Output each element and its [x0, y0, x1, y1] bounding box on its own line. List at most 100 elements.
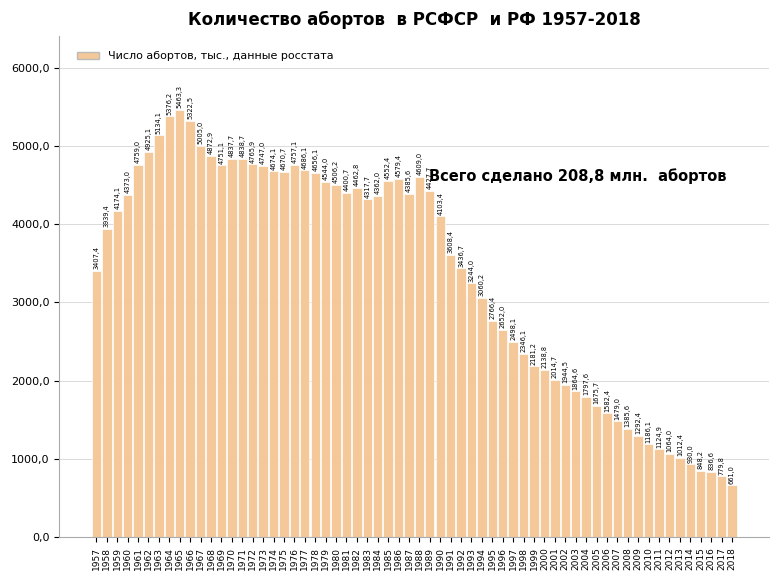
Bar [435, 216, 445, 537]
Bar [123, 195, 133, 537]
Bar [686, 464, 695, 537]
Text: 4385,6: 4385,6 [406, 169, 412, 192]
Text: 3060,2: 3060,2 [479, 273, 485, 296]
Bar [540, 370, 549, 537]
Text: 1012,4: 1012,4 [677, 433, 682, 457]
Text: 4925,1: 4925,1 [146, 127, 151, 150]
Bar [154, 135, 164, 537]
Bar [269, 171, 278, 537]
Bar [446, 255, 456, 537]
Text: 3436,7: 3436,7 [458, 243, 464, 267]
Bar [363, 199, 372, 537]
Bar [498, 329, 508, 537]
Bar [300, 170, 310, 537]
Bar [102, 229, 112, 537]
Text: 1864,6: 1864,6 [573, 367, 579, 390]
Text: 3244,0: 3244,0 [469, 259, 474, 282]
Bar [654, 449, 664, 537]
Text: 661,0: 661,0 [729, 465, 735, 484]
Bar [342, 193, 351, 537]
Bar [384, 181, 393, 537]
Bar [612, 421, 622, 537]
Text: 2138,8: 2138,8 [541, 345, 548, 368]
Text: 4656,1: 4656,1 [312, 148, 318, 171]
Text: 5376,2: 5376,2 [166, 92, 172, 115]
Text: 4579,4: 4579,4 [395, 154, 402, 177]
Bar [466, 284, 476, 537]
Bar [165, 116, 174, 537]
Text: 4317,7: 4317,7 [364, 175, 370, 198]
Bar [727, 486, 736, 537]
Text: 3407,4: 3407,4 [94, 246, 99, 269]
Bar [675, 458, 685, 537]
Title: Количество абортов  в РСФСР  и РФ 1957-2018: Количество абортов в РСФСР и РФ 1957-201… [188, 11, 640, 29]
Bar [279, 172, 289, 537]
Bar [623, 429, 633, 537]
Bar [175, 110, 184, 537]
Text: 1797,6: 1797,6 [583, 372, 589, 395]
Bar [519, 354, 528, 537]
Bar [550, 379, 559, 537]
Text: 5322,5: 5322,5 [187, 96, 193, 119]
Bar [133, 165, 143, 537]
Bar [321, 182, 330, 537]
Bar [488, 321, 497, 537]
Text: 2346,1: 2346,1 [520, 329, 526, 352]
Text: 1582,4: 1582,4 [604, 389, 610, 412]
Bar [530, 367, 539, 537]
Text: 4552,4: 4552,4 [385, 156, 391, 180]
Text: 4544,0: 4544,0 [323, 157, 328, 180]
Text: 4362,0: 4362,0 [374, 171, 381, 194]
Text: 1292,4: 1292,4 [635, 411, 641, 435]
Bar [394, 179, 403, 537]
Text: 4174,1: 4174,1 [114, 186, 120, 209]
Text: 4609,0: 4609,0 [417, 152, 423, 175]
Bar [707, 472, 716, 537]
Text: 5134,1: 5134,1 [156, 111, 162, 134]
Bar [310, 173, 320, 537]
Text: 5005,0: 5005,0 [197, 121, 204, 144]
Text: 4400,7: 4400,7 [343, 168, 349, 191]
Text: 1479,0: 1479,0 [615, 397, 620, 420]
Bar [717, 476, 726, 537]
Text: 4462,8: 4462,8 [354, 163, 360, 187]
Text: 3939,4: 3939,4 [104, 205, 110, 227]
Text: 4757,1: 4757,1 [292, 140, 297, 163]
Bar [144, 152, 153, 537]
Text: 1186,1: 1186,1 [646, 420, 651, 443]
Bar [238, 159, 247, 537]
Bar [227, 159, 236, 537]
Bar [561, 385, 570, 537]
Text: 4765,9: 4765,9 [250, 139, 256, 163]
Bar [332, 185, 341, 537]
Text: 2014,7: 2014,7 [551, 355, 558, 378]
Bar [633, 436, 643, 537]
Bar [644, 444, 654, 537]
Bar [696, 471, 705, 537]
Text: 4506,2: 4506,2 [333, 160, 339, 183]
Bar [477, 297, 487, 537]
Text: 2652,0: 2652,0 [500, 305, 505, 328]
Bar [415, 177, 424, 537]
Bar [186, 121, 195, 537]
Text: 4759,0: 4759,0 [135, 140, 141, 163]
Bar [581, 396, 590, 537]
Text: 1064,0: 1064,0 [666, 429, 672, 453]
Bar [571, 391, 580, 537]
Text: 4837,7: 4837,7 [229, 134, 235, 157]
Legend: Число абортов, тыс., данные росстата: Число абортов, тыс., данные росстата [72, 47, 338, 66]
Bar [353, 188, 362, 537]
Text: 779,8: 779,8 [718, 456, 725, 475]
Bar [592, 406, 601, 537]
Bar [112, 210, 122, 537]
Text: 4373,0: 4373,0 [125, 170, 131, 193]
Text: 836,6: 836,6 [708, 451, 714, 470]
Bar [404, 194, 413, 537]
Text: 1675,7: 1675,7 [594, 381, 600, 404]
Bar [196, 145, 205, 537]
Text: 1124,9: 1124,9 [656, 425, 662, 447]
Text: 2181,2: 2181,2 [531, 342, 537, 365]
Text: 1385,6: 1385,6 [625, 404, 631, 427]
Bar [509, 342, 518, 537]
Text: 4674,1: 4674,1 [271, 147, 277, 170]
